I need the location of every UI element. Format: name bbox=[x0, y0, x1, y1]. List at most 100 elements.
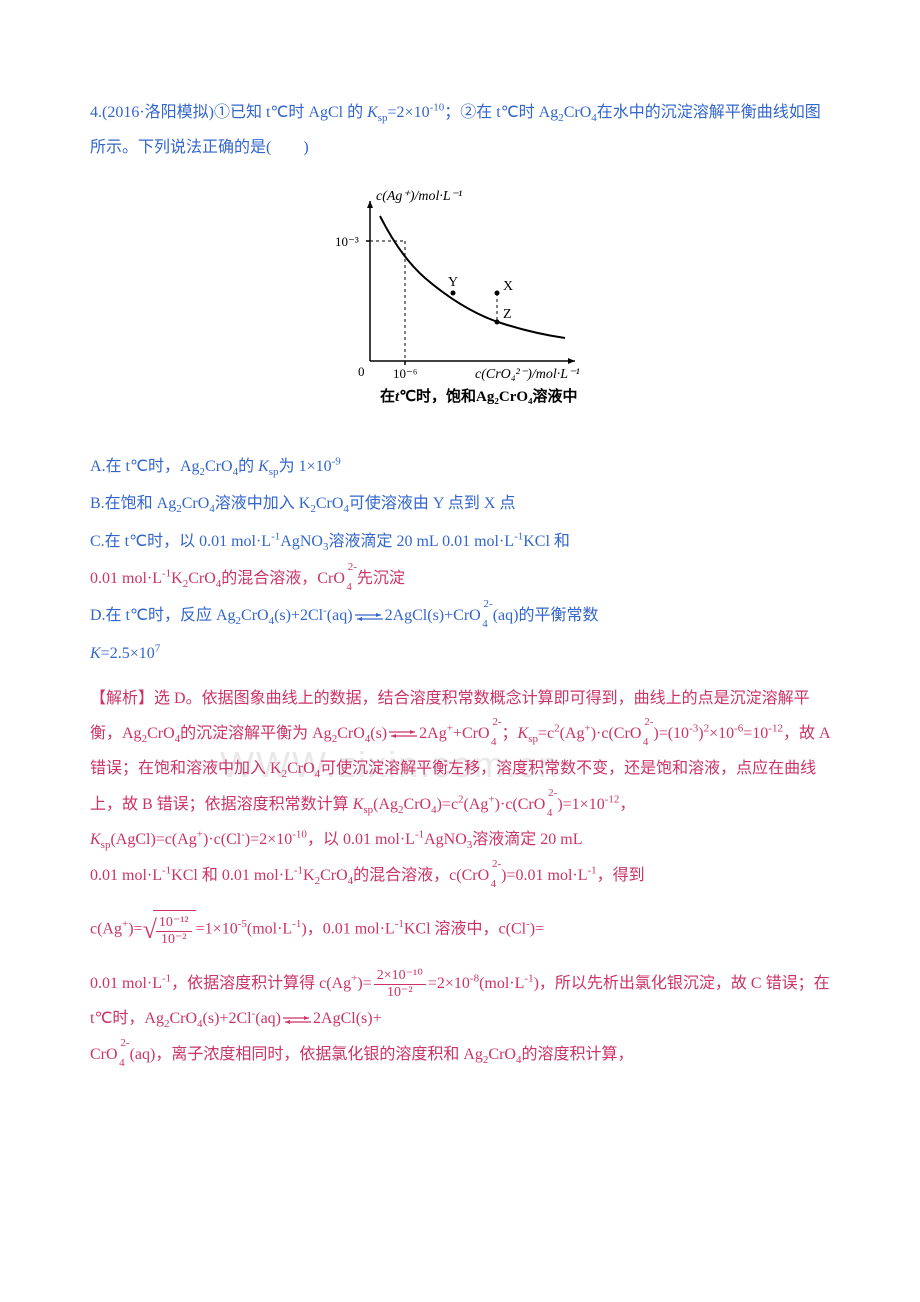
y-tick: 10⁻³ bbox=[335, 234, 359, 249]
a-mid: 的 bbox=[238, 458, 258, 475]
d-prod: 2AgCl(s)+Cr bbox=[385, 607, 470, 624]
sol-t19: )·c(Cr bbox=[495, 796, 534, 813]
a-cro: CrO bbox=[205, 458, 233, 475]
sol-em12: -12 bbox=[768, 723, 783, 735]
sol-t8: (Ag bbox=[560, 725, 585, 742]
sol-crog: CrO bbox=[488, 1046, 516, 1063]
sol-em5: -5 bbox=[238, 918, 247, 930]
sol-t39: )= bbox=[530, 920, 544, 937]
sol-t29: K bbox=[303, 867, 315, 884]
sol-ksp2s: sp bbox=[363, 804, 373, 816]
sol-sn4: 4 bbox=[491, 872, 497, 896]
sol-croe: CrO bbox=[320, 867, 348, 884]
sol-t32: ，得到 bbox=[597, 867, 645, 884]
c1-prefix: C.在 t℃时，以 0.01 mol·L bbox=[90, 533, 271, 550]
sol-t33: c(Ag bbox=[90, 920, 122, 937]
sol-ksp3s: sp bbox=[101, 839, 111, 851]
sol-t12: ×10 bbox=[709, 725, 734, 742]
c2-prefix: 0.01 mol·L bbox=[90, 570, 162, 587]
sol-t22: (AgCl)=c(Ag bbox=[110, 831, 196, 848]
sol-em1c: -1 bbox=[294, 864, 303, 876]
y-axis-label: c(Ag⁺)/mol·L⁻¹ bbox=[376, 189, 462, 204]
sol-o2: O bbox=[630, 725, 642, 742]
sol-em12b: -12 bbox=[605, 793, 620, 805]
sol-em1b: -1 bbox=[162, 864, 171, 876]
a-exp: -9 bbox=[332, 455, 341, 467]
d-aq1: (aq) bbox=[327, 607, 353, 624]
sol-t49: Cr bbox=[90, 1046, 106, 1063]
frac-2: 2×10⁻¹⁰10⁻² bbox=[374, 968, 426, 1001]
f1n: 10⁻¹² bbox=[156, 915, 192, 932]
sol-ksp1: K bbox=[518, 725, 529, 742]
sqrt-1: √10⁻¹²10⁻² bbox=[143, 901, 196, 958]
sol-t51: 的溶度积计算， bbox=[521, 1046, 633, 1063]
point-z: Z bbox=[503, 307, 512, 322]
sol-t24: )=2×10 bbox=[245, 831, 292, 848]
option-d-line2: K=2.5×107 bbox=[90, 636, 830, 671]
sol-t13: =10 bbox=[743, 725, 768, 742]
sol-o1: O bbox=[478, 725, 490, 742]
sol-o4: O bbox=[478, 867, 490, 884]
sol-em3: -3 bbox=[689, 723, 698, 735]
q-prefix: 4.(2016·洛阳模拟)①已知 t℃时 AgCl 的 bbox=[90, 104, 367, 121]
sol-t47: (aq) bbox=[255, 1010, 281, 1027]
sol-o3: O bbox=[534, 796, 546, 813]
d-kl: K bbox=[90, 645, 101, 662]
a-prefix: A.在 t℃时，Ag bbox=[90, 458, 200, 475]
d-sn: 4 bbox=[482, 612, 488, 636]
x-tick: 10⁻⁶ bbox=[393, 366, 417, 381]
sol-t34: )= bbox=[128, 920, 142, 937]
c1-mid: AgNO bbox=[280, 533, 323, 550]
sol-ksp2: K bbox=[353, 796, 364, 813]
a-ksp: K bbox=[258, 458, 269, 475]
sol-crof: CrO bbox=[169, 1010, 197, 1027]
sol-t31: )=0.01 mol·L bbox=[501, 867, 587, 884]
point-x: X bbox=[503, 279, 513, 294]
sol-croc: CrO bbox=[287, 760, 315, 777]
sol-crod: CrO bbox=[404, 796, 432, 813]
sol-t48: 2AgCl(s)+ bbox=[313, 1010, 382, 1027]
sol-ln1: 0.01 mol·L bbox=[90, 867, 162, 884]
sol-t27: 溶液滴定 20 mL bbox=[472, 831, 582, 848]
c2-o: O bbox=[333, 570, 345, 587]
solution-line-new1: 0.01 mol·L-1KCl 和 0.01 mol·L-1K2CrO4的混合溶… bbox=[90, 858, 830, 893]
sol-ksp1s: sp bbox=[528, 733, 538, 745]
sol-o5: O bbox=[106, 1046, 118, 1063]
frac-1: 10⁻¹²10⁻² bbox=[156, 915, 192, 948]
sol-em1f: -1 bbox=[395, 918, 404, 930]
sol-ion1: O2-4 bbox=[478, 716, 502, 751]
q-ksp-sub: sp bbox=[378, 112, 388, 124]
sol-t50: (aq)，离子浓度相同时，依据氯化银的溶度积和 Ag bbox=[130, 1046, 483, 1063]
q-ksp-exp: -10 bbox=[430, 102, 445, 114]
eq-arrow-icon bbox=[353, 610, 385, 624]
d-o: O bbox=[469, 607, 481, 624]
solution-line-final: 0.01 mol·L-1，依据溶度积计算得 c(Ag+)=2×10⁻¹⁰10⁻²… bbox=[90, 966, 830, 1037]
c1-suf: 溶液滴定 20 mL 0.01 mol·L bbox=[328, 533, 514, 550]
c2-suf: 先沉淀 bbox=[357, 570, 405, 587]
x-axis-label: c(CrO₄²⁻)/mol·L⁻¹ bbox=[475, 367, 580, 382]
q-mid: ；②在 t℃时 Ag bbox=[444, 104, 558, 121]
c2-ion: O2-4 bbox=[333, 561, 357, 596]
sol-t26: AgNO bbox=[424, 831, 467, 848]
sqrt-body: 10⁻¹²10⁻² bbox=[153, 910, 196, 948]
sol-em1a: -1 bbox=[415, 829, 424, 841]
sol-em10: -10 bbox=[292, 829, 307, 841]
origin: 0 bbox=[358, 364, 365, 379]
sol-t3: (s) bbox=[370, 725, 387, 742]
sol-ion2: O2-4 bbox=[630, 716, 654, 751]
sol-em6: -6 bbox=[734, 723, 743, 735]
c1-end: KCl 和 bbox=[523, 533, 570, 550]
sol-sn1: 4 bbox=[491, 730, 497, 754]
d-aq2: (aq)的平衡常数 bbox=[493, 607, 599, 624]
b-cro: CrO bbox=[182, 495, 210, 512]
c2-e: -1 bbox=[162, 568, 171, 580]
q-cro: CrO bbox=[564, 104, 592, 121]
d-ion: O2-4 bbox=[469, 598, 493, 633]
c2-mid: 的混合溶液，Cr bbox=[221, 570, 333, 587]
sol-t9: )·c(Cr bbox=[591, 725, 630, 742]
solution-line-last: CrO2-4(aq)，离子浓度相同时，依据氯化银的溶度积和 Ag2CrO4的溶度… bbox=[90, 1037, 830, 1072]
sol-label: 【解析】 bbox=[90, 690, 154, 707]
point-y: Y bbox=[448, 275, 458, 290]
eq-arrow-icon-2 bbox=[387, 727, 419, 741]
sol-sn5: 4 bbox=[119, 1051, 125, 1075]
